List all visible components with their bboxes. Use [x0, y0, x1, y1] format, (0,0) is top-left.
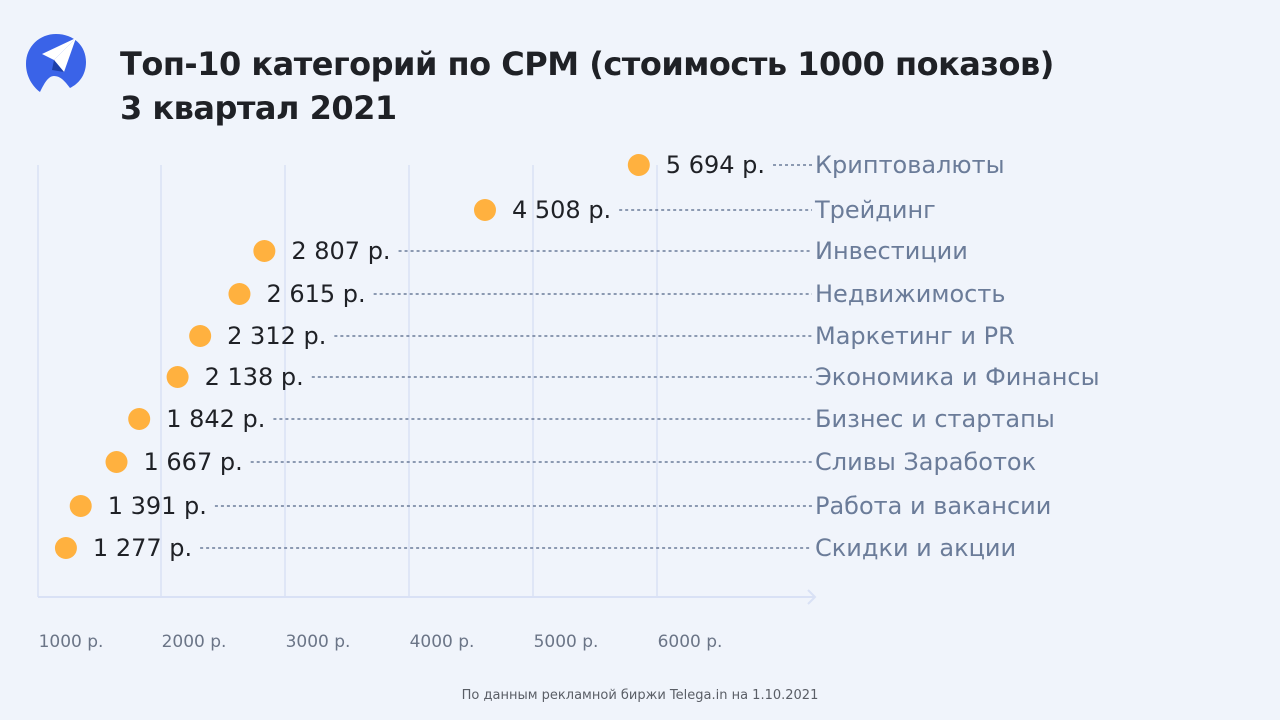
value-label: 1 842 р.: [166, 405, 265, 433]
category-label: Работа и вакансии: [815, 492, 1051, 520]
category-label: Бизнес и стартапы: [815, 405, 1055, 433]
value-label: 2 138 р.: [205, 363, 304, 391]
value-label: 2 807 р.: [291, 237, 390, 265]
category-label: Скидки и акции: [815, 534, 1016, 562]
data-point: [166, 366, 189, 388]
axis-arrow-icon: [807, 589, 817, 605]
data-point: [69, 495, 92, 517]
category-label: Инвестиции: [815, 237, 968, 265]
category-label: Криптовалюты: [815, 151, 1005, 179]
value-label: 2 615 р.: [266, 280, 365, 308]
data-point: [627, 154, 650, 176]
title-line-2: 3 квартал 2021: [120, 89, 397, 127]
x-tick-label: 2000 р.: [162, 632, 227, 652]
data-point: [253, 240, 276, 262]
category-label: Сливы Заработок: [815, 448, 1036, 476]
title-line-1: Топ-10 категорий по CPM (стоимость 1000 …: [120, 45, 1054, 83]
category-label: Экономика и Финансы: [815, 363, 1100, 391]
data-point: [473, 199, 496, 221]
source-note: По данным рекламной биржи Telega.in на 1…: [461, 688, 819, 703]
category-label: Недвижимость: [815, 280, 1005, 308]
x-tick-label: 1000 р.: [39, 632, 104, 652]
chart-title: Топ-10 категорий по CPM (стоимость 1000 …: [120, 42, 1054, 130]
category-label: Трейдинг: [814, 196, 936, 224]
value-label: 2 312 р.: [227, 322, 326, 350]
value-label: 5 694 р.: [666, 151, 765, 179]
x-tick-label: 6000 р.: [658, 632, 723, 652]
data-point: [189, 325, 212, 347]
value-label: 1 667 р.: [144, 448, 243, 476]
x-tick-label: 5000 р.: [534, 632, 599, 652]
data-point: [105, 451, 128, 473]
value-label: 1 391 р.: [108, 492, 207, 520]
category-label: Маркетинг и PR: [815, 322, 1015, 350]
value-label: 4 508 р.: [512, 196, 611, 224]
paper-plane-logo-icon: [26, 34, 86, 92]
data-point: [54, 537, 77, 559]
x-tick-label: 4000 р.: [410, 632, 475, 652]
value-label: 1 277 р.: [93, 534, 192, 562]
data-point: [228, 283, 251, 305]
data-point: [128, 408, 151, 430]
x-tick-label: 3000 р.: [286, 632, 351, 652]
